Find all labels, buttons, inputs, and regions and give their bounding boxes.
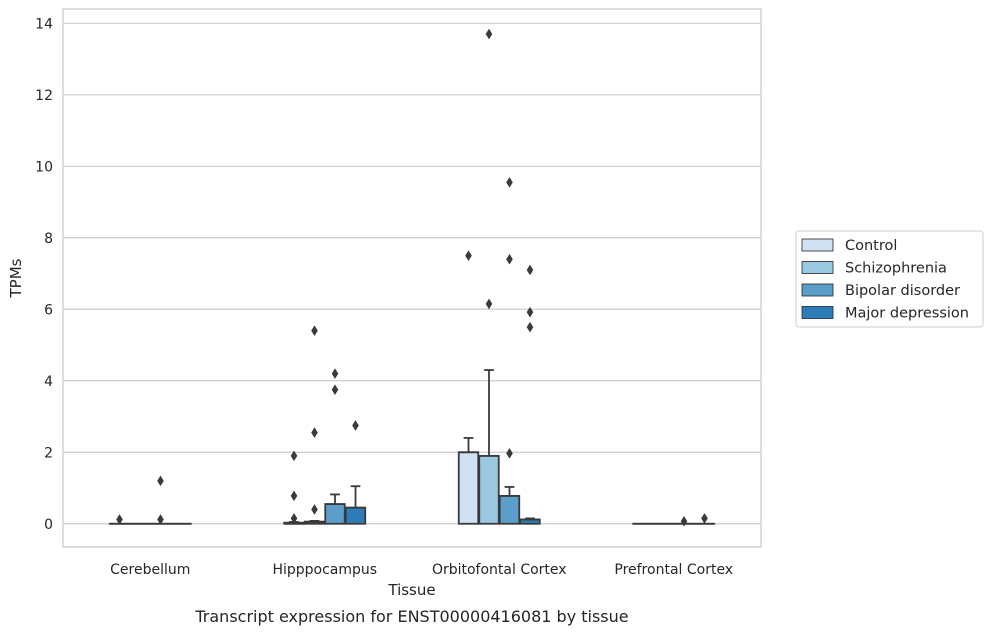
x-axis-ticks: Cerebellum Hipppocampus Orbitofontal Corte… xyxy=(110,562,733,578)
y-tick-label: 10 xyxy=(35,159,53,175)
x-axis-label: Tissue xyxy=(387,581,435,599)
x-tick-label: Hipppocampus xyxy=(272,562,377,578)
legend-label: Major depression xyxy=(845,306,969,322)
outlier-point xyxy=(506,448,513,459)
outlier-point xyxy=(465,250,472,261)
y-tick-label: 12 xyxy=(35,88,53,104)
box-body xyxy=(344,506,367,525)
box-major-depression xyxy=(344,485,367,525)
x-tick-label: Prefrontal Cortex xyxy=(614,562,733,578)
outlier-point xyxy=(290,513,298,524)
boxes xyxy=(108,369,716,525)
outlier-point xyxy=(311,427,318,438)
chart-caption: Transcript expression for ENST0000041608… xyxy=(194,607,628,626)
outlier-point xyxy=(116,514,123,525)
legend-swatch xyxy=(801,261,834,274)
outlier-point xyxy=(311,325,318,337)
box-control xyxy=(457,437,480,525)
outlier-points xyxy=(116,28,708,527)
box-major-depression xyxy=(519,517,541,525)
outlier-point xyxy=(485,298,493,310)
outlier-point xyxy=(506,177,513,188)
box-schizophrenia xyxy=(478,369,500,525)
box-body xyxy=(478,454,500,525)
outlier-point xyxy=(290,450,298,462)
outlier-point xyxy=(506,253,513,265)
legend-label: Control xyxy=(845,238,897,254)
plot-background xyxy=(63,9,761,547)
plot-frame xyxy=(62,8,762,548)
outlier-point xyxy=(526,306,534,318)
y-tick-label: 2 xyxy=(44,445,53,461)
box-body xyxy=(457,451,480,525)
outlier-point xyxy=(526,264,534,276)
y-tick-label: 4 xyxy=(44,374,53,390)
box-bipolar-disorder xyxy=(324,493,346,525)
y-tick-label: 6 xyxy=(44,302,53,318)
legend-label: Schizophrenia xyxy=(845,261,947,277)
box-bipolar-disorder xyxy=(498,486,521,525)
y-tick-label: 14 xyxy=(35,16,53,32)
legend-swatch xyxy=(801,283,834,297)
box-body xyxy=(498,494,521,525)
outlier-point xyxy=(680,515,688,527)
y-axis-ticks: 0 2 4 6 8 10 12 14 xyxy=(35,16,53,532)
y-tick-label: 0 xyxy=(44,517,53,533)
y-tick-label: 8 xyxy=(44,231,53,247)
y-axis-label: TPMs xyxy=(7,258,25,298)
box-schizophrenia xyxy=(303,520,326,525)
legend: Control Schizophrenia Bipolar disorder Majo… xyxy=(795,230,984,328)
outlier-point xyxy=(485,28,493,40)
x-tick-label: Cerebellum xyxy=(110,562,190,578)
legend-swatch xyxy=(801,238,834,252)
box-body xyxy=(324,503,346,525)
legend-label: Bipolar disorder xyxy=(845,283,960,299)
gridlines xyxy=(63,22,761,525)
outlier-point xyxy=(157,514,164,525)
outlier-point xyxy=(290,490,298,502)
outlier-point xyxy=(311,504,318,515)
outlier-point xyxy=(157,475,164,487)
x-tick-label: Orbitofontal Cortex xyxy=(432,562,567,578)
outlier-point xyxy=(352,420,359,431)
legend-swatch xyxy=(801,306,834,319)
outlier-point xyxy=(526,321,534,333)
outlier-point xyxy=(701,513,708,524)
outlier-point xyxy=(331,384,339,396)
legend-frame xyxy=(795,230,984,328)
outlier-point xyxy=(331,368,339,379)
